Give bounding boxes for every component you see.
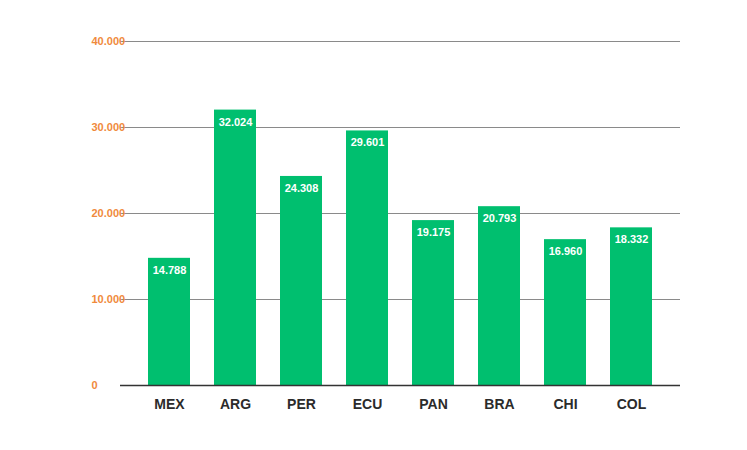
- svg-text:BRA: BRA: [484, 396, 514, 412]
- svg-text:ARG: ARG: [220, 396, 251, 412]
- svg-text:30.000: 30.000: [92, 121, 126, 133]
- svg-text:20.000: 20.000: [92, 207, 126, 219]
- svg-text:COL: COL: [617, 396, 647, 412]
- svg-text:ECU: ECU: [353, 396, 383, 412]
- svg-text:PAN: PAN: [419, 396, 448, 412]
- svg-text:20.793: 20.793: [483, 212, 517, 224]
- svg-text:16.960: 16.960: [549, 245, 583, 257]
- svg-text:24.308: 24.308: [285, 182, 319, 194]
- svg-text:14.788: 14.788: [153, 264, 187, 276]
- svg-text:MEX: MEX: [154, 396, 185, 412]
- svg-text:0: 0: [92, 379, 98, 391]
- svg-text:32.024: 32.024: [219, 116, 254, 128]
- svg-text:19.175: 19.175: [417, 226, 451, 238]
- svg-text:CHI: CHI: [553, 396, 577, 412]
- svg-text:29.601: 29.601: [351, 136, 385, 148]
- svg-text:40.000: 40.000: [92, 35, 126, 47]
- svg-text:18.332: 18.332: [615, 233, 649, 245]
- svg-text:10.000: 10.000: [92, 293, 126, 305]
- svg-text:PER: PER: [287, 396, 316, 412]
